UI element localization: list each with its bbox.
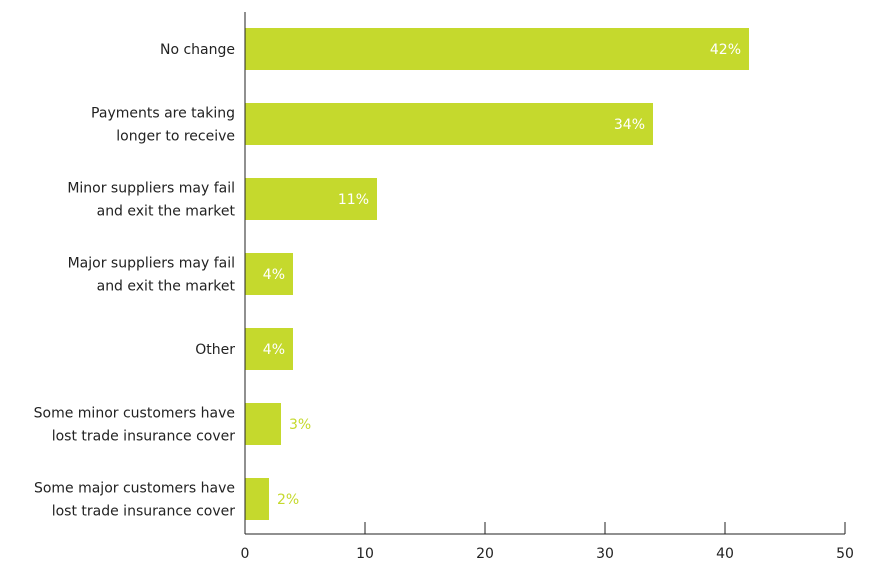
x-tick-label: 40 xyxy=(716,546,734,562)
bar xyxy=(245,478,269,520)
x-tick-label: 20 xyxy=(476,546,494,562)
category-label-line: No change xyxy=(160,42,235,58)
category-label-line: Major suppliers may fail xyxy=(68,256,235,272)
x-tick-label: 0 xyxy=(241,546,250,562)
category-label-line: and exit the market xyxy=(97,279,236,295)
data-label: 4% xyxy=(263,267,285,283)
category-label-line: Payments are taking xyxy=(91,106,235,122)
category-label-line: lost trade insurance cover xyxy=(52,504,236,520)
x-tick-label: 10 xyxy=(356,546,374,562)
bar xyxy=(245,103,653,145)
category-label-line: Minor suppliers may fail xyxy=(67,181,235,197)
x-tick-label: 30 xyxy=(596,546,614,562)
category-label: Major suppliers may fail and exit the mar… xyxy=(68,256,236,295)
bar xyxy=(245,178,377,220)
category-label: Some minor customers have lost trade insu… xyxy=(34,406,236,445)
data-label: 42% xyxy=(710,42,741,58)
data-label: 11% xyxy=(338,192,369,208)
data-label: 3% xyxy=(289,417,311,433)
category-label: Some major customers have lost trade insu… xyxy=(34,481,235,520)
data-label: 2% xyxy=(277,492,299,508)
category-label-line: Some major customers have xyxy=(34,481,235,497)
data-label: 4% xyxy=(263,342,285,358)
category-label-line: and exit the market xyxy=(97,204,236,220)
category-labels: No change Payments are taking longer to re… xyxy=(34,42,236,520)
x-axis-ticks: 0 10 20 30 40 50 xyxy=(241,522,854,562)
category-label: Minor suppliers may fail and exit the mar… xyxy=(67,181,235,220)
bar xyxy=(245,403,281,445)
category-label-line: lost trade insurance cover xyxy=(52,429,236,445)
bar xyxy=(245,253,293,295)
category-label: Payments are taking longer to receive xyxy=(91,106,235,145)
axes-group xyxy=(244,12,845,535)
bar xyxy=(245,28,749,70)
category-label-line: Some minor customers have xyxy=(34,406,235,422)
category-label-line: longer to receive xyxy=(116,129,235,145)
x-tick-label: 50 xyxy=(836,546,854,562)
category-label-line: Other xyxy=(195,342,235,358)
bars-group xyxy=(245,28,749,520)
data-labels: 42% 34% 11% 4% 4% 3% 2% xyxy=(263,42,741,508)
category-label: Other xyxy=(195,342,235,358)
data-label: 34% xyxy=(614,117,645,133)
bar xyxy=(245,328,293,370)
category-label: No change xyxy=(160,42,235,58)
